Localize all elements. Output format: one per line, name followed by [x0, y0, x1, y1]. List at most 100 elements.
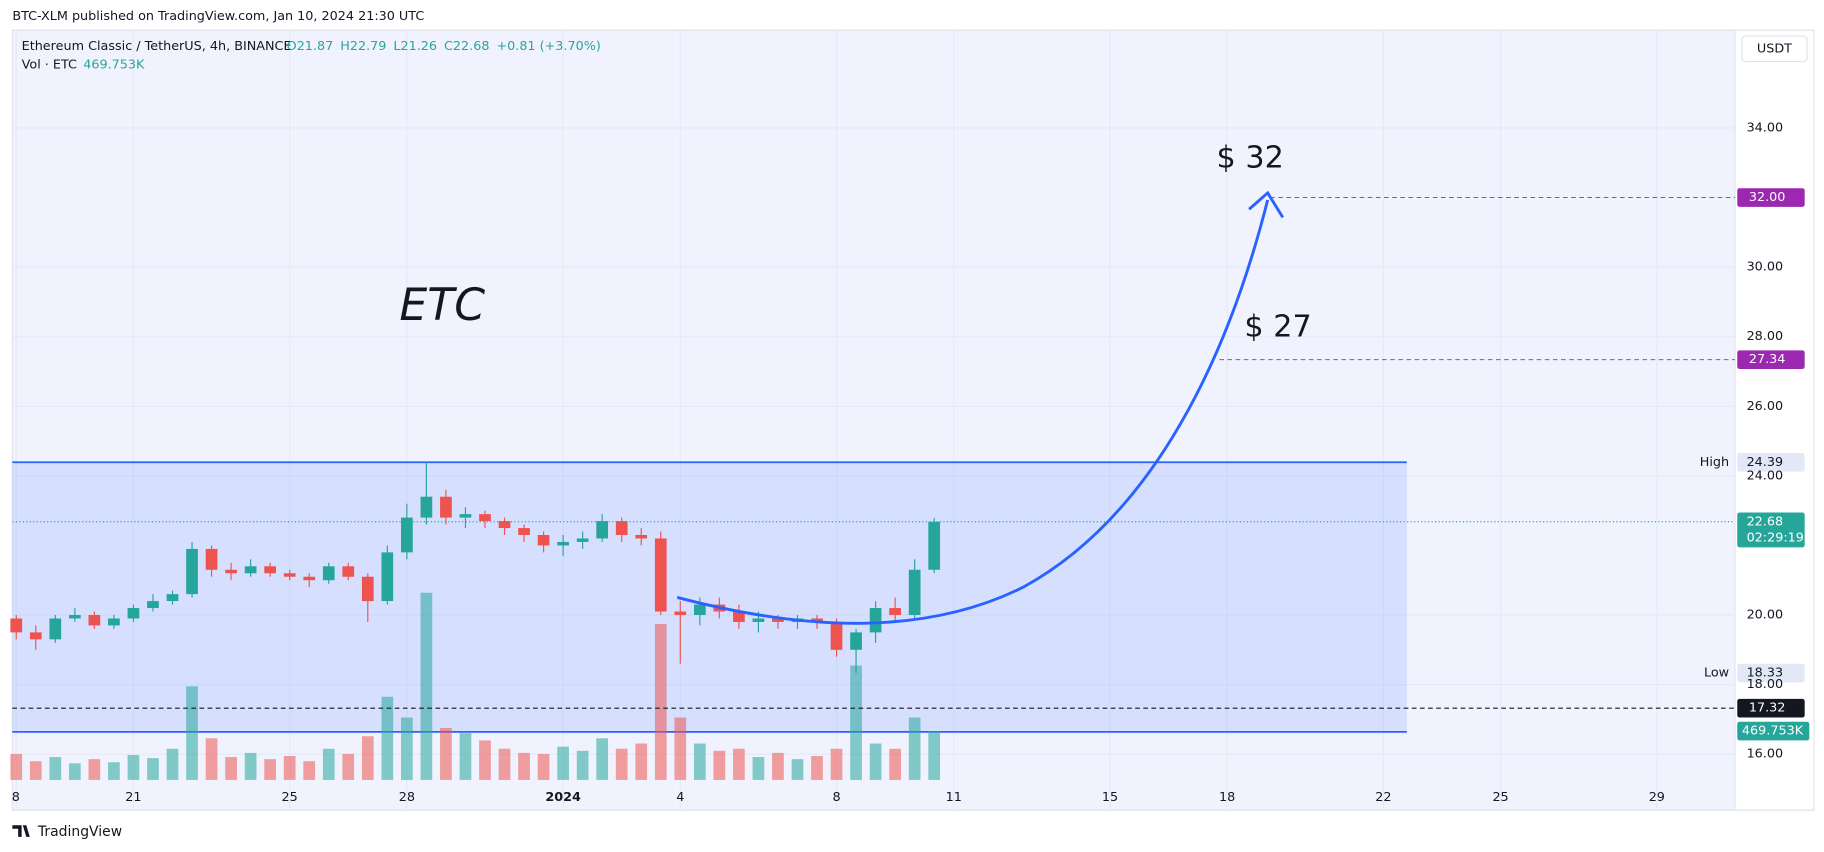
last-price-label: 22.68: [1747, 514, 1784, 529]
volume-bar: [713, 750, 726, 780]
candle-body: [303, 576, 316, 581]
countdown-label: 02:29:19: [1747, 531, 1804, 546]
candle-body: [68, 614, 81, 619]
volume-bar: [908, 717, 921, 780]
volume-bar: [733, 748, 745, 780]
candle-body: [811, 618, 823, 622]
volume-bar: [811, 756, 823, 780]
volume-bar: [127, 754, 140, 780]
projection-arrowhead: [1248, 190, 1285, 219]
candle-body: [127, 608, 140, 619]
candle-body: [518, 528, 530, 535]
ohlc-legend-item: L21.26: [393, 39, 437, 54]
candle-body: [615, 521, 628, 535]
annotation-target: $ 27: [1244, 309, 1311, 344]
volume-bar: [108, 762, 120, 780]
x-tick-label: 8: [12, 790, 20, 805]
volume-bar: [791, 759, 804, 780]
candle-body: [264, 566, 277, 574]
candle-body: [869, 608, 882, 633]
level-value: 24.39: [1747, 455, 1784, 470]
candle-body: [147, 601, 159, 609]
candle-body: [283, 573, 296, 577]
volume-bar: [674, 717, 687, 780]
tradingview-logo: TradingView: [12, 824, 122, 840]
volume-bar: [869, 743, 882, 780]
candle-body: [654, 538, 667, 612]
candle-body: [830, 621, 843, 650]
level-value: 18.33: [1747, 666, 1784, 681]
candle-body: [361, 576, 374, 602]
projection-curve: [676, 199, 1270, 625]
volume-bar: [322, 748, 335, 780]
volume-bar: [88, 759, 101, 780]
candle-body: [537, 534, 550, 546]
volume-tag: [1737, 721, 1810, 741]
volume-bar: [440, 727, 452, 780]
candle-body: [928, 521, 941, 570]
price-tag: [1737, 512, 1805, 548]
volume-bar: [557, 746, 569, 780]
candle-body: [108, 618, 120, 626]
volume-legend-value: 469.753K: [83, 58, 145, 73]
volume-bar: [654, 623, 667, 780]
level-name: High: [1700, 455, 1729, 470]
volume-bar: [68, 763, 81, 780]
ohlc-legend-item: C22.68: [444, 39, 489, 54]
volume-bar: [147, 758, 159, 780]
x-tick-label: 11: [946, 790, 962, 805]
volume-bar: [772, 752, 784, 780]
publish-header: BTC-XLM published on TradingView.com, Ja…: [12, 9, 424, 24]
volume-bar: [576, 750, 589, 780]
x-tick-label: 2024: [545, 790, 581, 805]
candle-body: [908, 569, 921, 615]
target-label: 32.00: [1749, 190, 1786, 205]
candle-body: [889, 608, 901, 615]
currency-label[interactable]: USDT: [1757, 41, 1792, 56]
x-tick-label: 21: [125, 790, 141, 805]
volume-legend: Vol · ETC: [22, 58, 77, 73]
x-tick-label: 18: [1219, 790, 1235, 805]
y-tick-label: 18.00: [1747, 677, 1784, 692]
candle-body: [693, 604, 706, 615]
y-tick-label: 26.00: [1747, 399, 1784, 414]
candle-body: [88, 614, 101, 626]
volume-bar: [283, 756, 296, 780]
plot-background: [12, 30, 1735, 811]
volume-bar: [459, 733, 472, 780]
candle-body: [635, 534, 648, 539]
candle-body: [772, 618, 784, 622]
candle-body: [850, 632, 862, 650]
volume-bar: [889, 748, 901, 780]
candle-body: [752, 618, 765, 622]
candle-body: [459, 514, 472, 518]
price-tag: [1737, 350, 1805, 369]
volume-bar: [361, 736, 374, 780]
candle-body: [420, 496, 433, 518]
volume-bar: [693, 743, 706, 780]
volume-bar: [29, 761, 42, 780]
candle-body: [225, 569, 237, 574]
y-tick-label: 30.00: [1747, 260, 1784, 275]
candle-body: [166, 594, 179, 602]
price-tag: [1737, 698, 1805, 718]
candle-body: [479, 514, 491, 522]
candle-body: [596, 521, 609, 539]
candle-body: [244, 566, 257, 574]
x-tick-label: 28: [399, 790, 415, 805]
candle-body: [10, 618, 23, 633]
volume-bar: [635, 743, 648, 780]
volume-bar: [596, 738, 609, 780]
x-tick-label: 22: [1375, 790, 1391, 805]
currency-button[interactable]: [1741, 35, 1808, 63]
x-tick-label: 25: [282, 790, 298, 805]
support-label: 17.32: [1749, 701, 1786, 716]
candle-body: [733, 611, 745, 622]
x-tick-label: 15: [1102, 790, 1118, 805]
volume-bar: [166, 748, 179, 780]
candle-body: [381, 552, 394, 602]
volume-bar: [752, 757, 765, 780]
volume-bar: [342, 753, 355, 780]
volume-bar: [498, 748, 511, 780]
y-tick-label: 20.00: [1747, 607, 1784, 622]
